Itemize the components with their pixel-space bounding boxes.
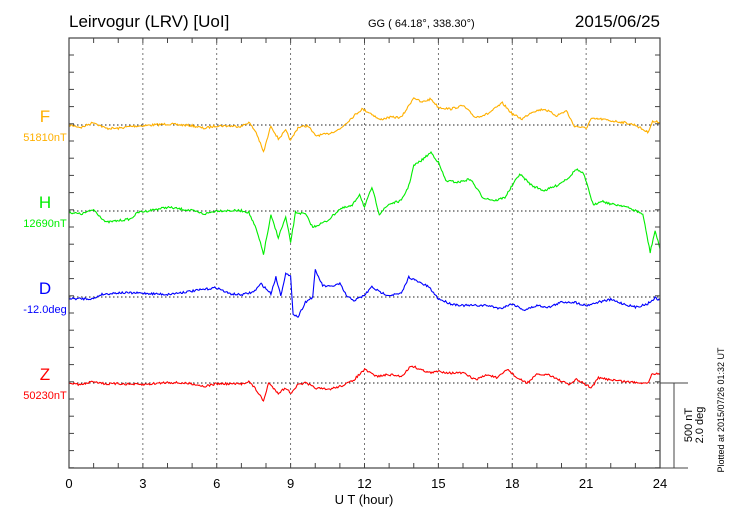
series-lines [68,97,661,402]
chart-date: 2015/06/25 [575,12,660,31]
series-baseline-D: -12.0deg [23,304,66,316]
series-line-H [68,150,661,255]
series-name-Z: Z [40,365,50,384]
series-line-Z [68,365,661,402]
series-baseline-F: 51810nT [23,132,67,144]
x-tick-labels: 0 3 6 9 12 15 18 21 24 [65,476,667,491]
series-baselines [69,124,660,384]
x-tick-label: 0 [65,476,72,491]
grid [142,38,587,468]
x-tick-label: 6 [213,476,220,491]
series-name-D: D [39,279,51,298]
series-name-H: H [39,193,51,212]
series-baseline-H: 12690nT [23,218,67,230]
axis-ticks [69,38,660,469]
x-tick-label: 15 [431,476,445,491]
scale-bar-deg-label: 2.0 deg [694,407,706,444]
x-tick-label: 21 [579,476,593,491]
x-tick-label: 3 [139,476,146,491]
x-tick-label: 12 [357,476,371,491]
scale-bar: 500 nT 2.0 deg [660,382,706,469]
chart-title: Leirvogur (LRV) [UoI] [69,12,229,31]
station-coordinates: GG ( 64.18°, 338.30°) [368,18,475,30]
x-tick-label: 24 [653,476,667,491]
plotted-at-footer: Plotted at 2015/07/26 01:32 UT [716,347,726,473]
series-line-F [68,97,661,153]
series-name-F: F [40,107,50,126]
series-labels: F 51810nT H 12690nT D -12.0deg Z 50230nT [23,107,67,402]
x-tick-label: 18 [505,476,519,491]
x-tick-label: 9 [287,476,294,491]
series-line-D [68,269,661,318]
scale-bar-nT-label: 500 nT [683,408,695,443]
series-baseline-Z: 50230nT [23,390,67,402]
x-axis-label: U T (hour) [335,492,394,507]
